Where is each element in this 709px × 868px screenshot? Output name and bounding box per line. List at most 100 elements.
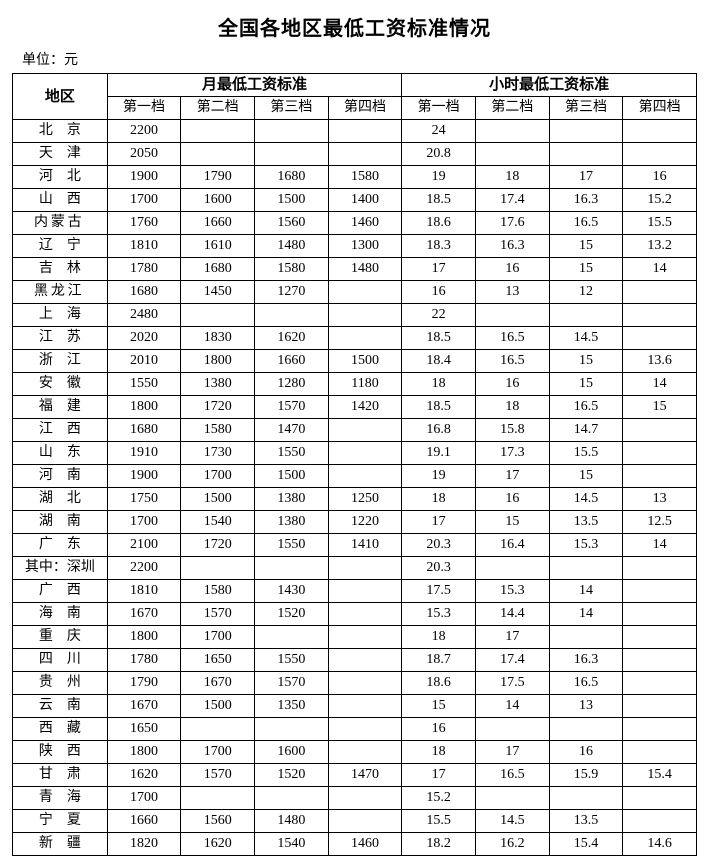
- value-cell: [328, 442, 402, 465]
- value-cell: [549, 718, 623, 741]
- value-cell: [328, 603, 402, 626]
- value-cell: [181, 304, 255, 327]
- value-cell: [328, 741, 402, 764]
- value-cell: [623, 626, 697, 649]
- value-cell: [255, 787, 329, 810]
- value-cell: 14.6: [623, 833, 697, 856]
- value-cell: 1670: [181, 672, 255, 695]
- value-cell: 1760: [107, 212, 181, 235]
- value-cell: 17: [475, 741, 549, 764]
- value-cell: 1500: [255, 189, 329, 212]
- value-cell: 16.3: [475, 235, 549, 258]
- value-cell: [623, 442, 697, 465]
- value-cell: 16.5: [549, 396, 623, 419]
- region-cell: 山 东: [13, 442, 108, 465]
- value-cell: 16.3: [549, 189, 623, 212]
- value-cell: 1810: [107, 580, 181, 603]
- value-cell: 2100: [107, 534, 181, 557]
- value-cell: 1700: [107, 189, 181, 212]
- value-cell: 1520: [255, 764, 329, 787]
- table-row: 湖 南1700154013801220171513.512.5: [13, 511, 697, 534]
- region-cell: 其中：深圳: [13, 557, 108, 580]
- wage-table: 地区 月最低工资标准 小时最低工资标准 第一档 第二档 第三档 第四档 第一档 …: [12, 73, 697, 856]
- value-cell: 1280: [255, 373, 329, 396]
- value-cell: 17.5: [402, 580, 476, 603]
- region-cell: 江 西: [13, 419, 108, 442]
- value-cell: 1480: [328, 258, 402, 281]
- value-cell: [328, 672, 402, 695]
- value-cell: [623, 695, 697, 718]
- value-cell: 1480: [255, 810, 329, 833]
- value-cell: 1810: [107, 235, 181, 258]
- value-cell: 1700: [181, 741, 255, 764]
- value-cell: 1900: [107, 166, 181, 189]
- value-cell: 18.7: [402, 649, 476, 672]
- value-cell: 1700: [181, 626, 255, 649]
- value-cell: 18.3: [402, 235, 476, 258]
- table-row: 甘 肃16201570152014701716.515.915.4: [13, 764, 697, 787]
- value-cell: 18.6: [402, 672, 476, 695]
- value-cell: 1380: [181, 373, 255, 396]
- value-cell: 1460: [328, 833, 402, 856]
- table-row: 四 川17801650155018.717.416.3: [13, 649, 697, 672]
- value-cell: [475, 120, 549, 143]
- value-cell: 1660: [181, 212, 255, 235]
- table-row: 广 西18101580143017.515.314: [13, 580, 697, 603]
- value-cell: 18: [402, 373, 476, 396]
- region-cell: 青 海: [13, 787, 108, 810]
- table-row: 浙 江201018001660150018.416.51513.6: [13, 350, 697, 373]
- region-cell: 四 川: [13, 649, 108, 672]
- value-cell: 18.2: [402, 833, 476, 856]
- table-row: 海 南16701570152015.314.414: [13, 603, 697, 626]
- table-row: 山 西170016001500140018.517.416.315.2: [13, 189, 697, 212]
- value-cell: [549, 787, 623, 810]
- value-cell: [623, 327, 697, 350]
- value-cell: [623, 603, 697, 626]
- unit-label: 单位：元: [12, 49, 697, 69]
- region-cell: 辽 宁: [13, 235, 108, 258]
- value-cell: 1270: [255, 281, 329, 304]
- value-cell: [181, 718, 255, 741]
- value-cell: 1660: [107, 810, 181, 833]
- value-cell: 1380: [255, 511, 329, 534]
- region-cell: 新 疆: [13, 833, 108, 856]
- value-cell: [328, 327, 402, 350]
- value-cell: 1410: [328, 534, 402, 557]
- region-cell: 上 海: [13, 304, 108, 327]
- value-cell: 1720: [181, 396, 255, 419]
- value-cell: [623, 120, 697, 143]
- value-cell: [328, 626, 402, 649]
- value-cell: 1560: [255, 212, 329, 235]
- region-cell: 北 京: [13, 120, 108, 143]
- region-cell: 河 北: [13, 166, 108, 189]
- value-cell: 18.5: [402, 396, 476, 419]
- value-cell: 14: [623, 373, 697, 396]
- value-cell: 1500: [255, 465, 329, 488]
- region-cell: 海 南: [13, 603, 108, 626]
- value-cell: 24: [402, 120, 476, 143]
- value-cell: 1700: [107, 787, 181, 810]
- table-row: 贵 州17901670157018.617.516.5: [13, 672, 697, 695]
- value-cell: 1550: [255, 442, 329, 465]
- value-cell: 22: [402, 304, 476, 327]
- value-cell: 13: [475, 281, 549, 304]
- header-row-2: 第一档 第二档 第三档 第四档 第一档 第二档 第三档 第四档: [13, 97, 697, 120]
- region-cell: 广 东: [13, 534, 108, 557]
- value-cell: [475, 304, 549, 327]
- region-cell: 福 建: [13, 396, 108, 419]
- value-cell: [623, 580, 697, 603]
- table-row: 河 北190017901680158019181716: [13, 166, 697, 189]
- value-cell: [475, 143, 549, 166]
- value-cell: 15.5: [402, 810, 476, 833]
- value-cell: 17.5: [475, 672, 549, 695]
- value-cell: 1500: [328, 350, 402, 373]
- value-cell: 1550: [255, 649, 329, 672]
- region-cell: 黑龙江: [13, 281, 108, 304]
- value-cell: 1540: [181, 511, 255, 534]
- value-cell: 16.5: [475, 350, 549, 373]
- value-cell: 20.3: [402, 534, 476, 557]
- value-cell: 18: [475, 166, 549, 189]
- value-cell: 1800: [107, 626, 181, 649]
- value-cell: 15: [549, 258, 623, 281]
- value-cell: 20.3: [402, 557, 476, 580]
